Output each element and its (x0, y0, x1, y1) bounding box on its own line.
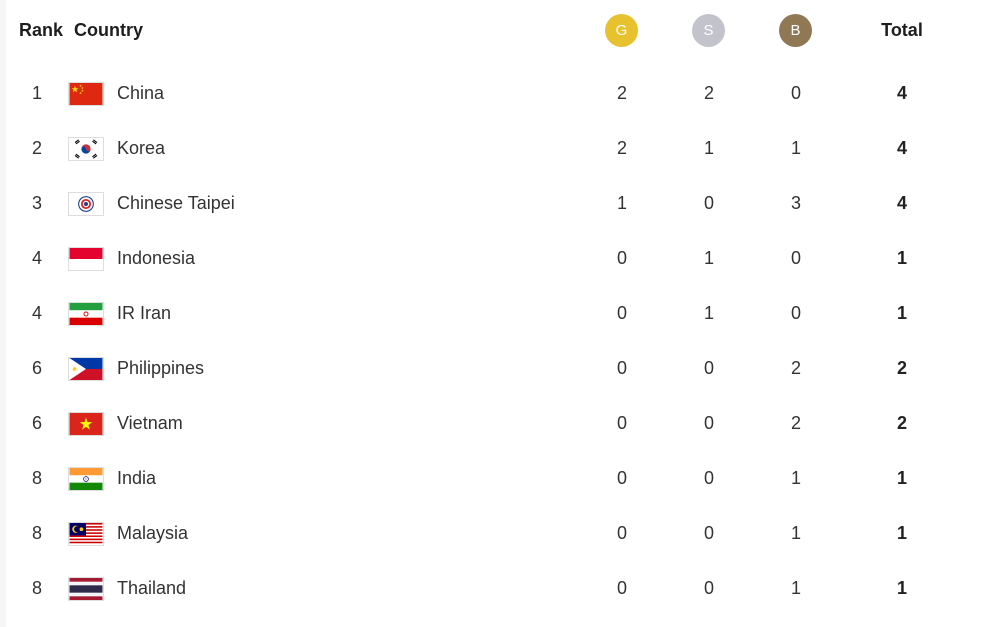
country-name[interactable]: Korea (117, 138, 166, 158)
table-row[interactable]: 3 Chinese Taipei 1 0 3 4 (6, 176, 986, 231)
total-count: 2 (896, 413, 907, 433)
bronze-count: 0 (790, 303, 801, 323)
rank-cell: 8 (31, 523, 42, 543)
silver-count: 0 (703, 523, 714, 543)
table-row[interactable]: 4 Indonesia 0 1 0 1 (6, 231, 986, 286)
country-name[interactable]: India (117, 468, 157, 488)
china-flag-icon (68, 66, 104, 121)
country-name[interactable]: IR Iran (117, 303, 172, 323)
rank-cell: 1 (31, 83, 42, 103)
medal-table: Rank Country G S B Total 1 China 2 2 0 4… (6, 0, 986, 627)
country-name[interactable]: Thailand (117, 578, 187, 598)
silver-count: 0 (703, 413, 714, 433)
gold-medal-icon[interactable]: G (605, 14, 638, 47)
chinese-taipei-flag-icon (68, 176, 104, 231)
country-name[interactable]: Philippines (117, 358, 205, 378)
silver-count: 0 (703, 468, 714, 488)
total-count: 4 (896, 83, 907, 103)
gold-count: 0 (616, 468, 627, 488)
bronze-count: 2 (790, 413, 801, 433)
table-row[interactable]: 2 Korea 2 1 1 4 (6, 121, 986, 176)
bronze-count: 0 (790, 248, 801, 268)
table-row[interactable]: 8 Thailand 0 0 1 1 (6, 561, 986, 616)
gold-count: 2 (616, 138, 627, 158)
rank-cell: 4 (31, 248, 42, 268)
country-name[interactable]: Malaysia (117, 523, 189, 543)
table-row[interactable]: 6 Vietnam 0 0 2 2 (6, 396, 986, 451)
silver-count: 1 (703, 303, 714, 323)
vietnam-flag-icon (68, 396, 104, 451)
bronze-count: 1 (790, 578, 801, 598)
bronze-count: 3 (790, 193, 801, 213)
bronze-count: 0 (790, 83, 801, 103)
table-row[interactable]: 1 China 2 2 0 4 (6, 66, 986, 121)
gold-count: 2 (616, 83, 627, 103)
country-name[interactable]: Chinese Taipei (117, 193, 235, 213)
bronze-count: 1 (790, 468, 801, 488)
indonesia-flag-icon (68, 231, 104, 286)
total-count: 1 (896, 248, 907, 268)
silver-count: 1 (703, 138, 714, 158)
gold-count: 0 (616, 523, 627, 543)
country-header[interactable]: Country (74, 19, 143, 40)
gold-count: 0 (616, 358, 627, 378)
rank-cell: 2 (31, 138, 42, 158)
gold-count: 0 (616, 303, 627, 323)
country-name[interactable]: Vietnam (117, 413, 183, 433)
thailand-flag-icon (68, 561, 104, 616)
rank-cell: 6 (31, 413, 42, 433)
rank-cell: 6 (31, 358, 42, 378)
bronze-count: 2 (790, 358, 801, 378)
korea-flag-icon (68, 121, 104, 176)
table-row[interactable]: 8 India 0 0 1 1 (6, 451, 986, 506)
silver-count: 2 (703, 83, 714, 103)
total-count: 2 (896, 358, 907, 378)
total-count: 4 (896, 193, 907, 213)
gold-count: 0 (616, 413, 627, 433)
silver-count: 1 (703, 248, 714, 268)
country-name[interactable]: China (117, 83, 165, 103)
silver-count: 0 (703, 358, 714, 378)
country-name[interactable]: Indonesia (117, 248, 196, 268)
silver-medal-icon[interactable]: S (692, 14, 725, 47)
bronze-count: 1 (790, 138, 801, 158)
table-row[interactable]: 8 Malaysia 0 0 1 1 (6, 506, 986, 561)
rank-cell: 4 (31, 303, 42, 323)
gold-count: 0 (616, 248, 627, 268)
rank-cell: 8 (31, 468, 42, 488)
rank-header[interactable]: Rank (19, 19, 64, 40)
table-header: Rank Country G S B Total (6, 0, 986, 60)
total-count: 1 (896, 468, 907, 488)
silver-count: 0 (703, 578, 714, 598)
india-flag-icon (68, 451, 104, 506)
total-count: 1 (896, 303, 907, 323)
malaysia-flag-icon (68, 506, 104, 561)
total-count: 1 (896, 578, 907, 598)
total-count: 1 (896, 523, 907, 543)
table-row[interactable]: 4 IR Iran 0 1 0 1 (6, 286, 986, 341)
silver-count: 0 (703, 193, 714, 213)
total-count: 4 (896, 138, 907, 158)
gold-count: 1 (616, 193, 627, 213)
bronze-count: 1 (790, 523, 801, 543)
total-header[interactable]: Total (881, 19, 923, 40)
table-row[interactable]: 6 Philippines 0 0 2 2 (6, 341, 986, 396)
iran-flag-icon (68, 286, 104, 341)
gold-count: 0 (616, 578, 627, 598)
rank-cell: 3 (31, 193, 42, 213)
bronze-medal-icon[interactable]: B (779, 14, 812, 47)
philippines-flag-icon (68, 341, 104, 396)
rank-cell: 8 (31, 578, 42, 598)
